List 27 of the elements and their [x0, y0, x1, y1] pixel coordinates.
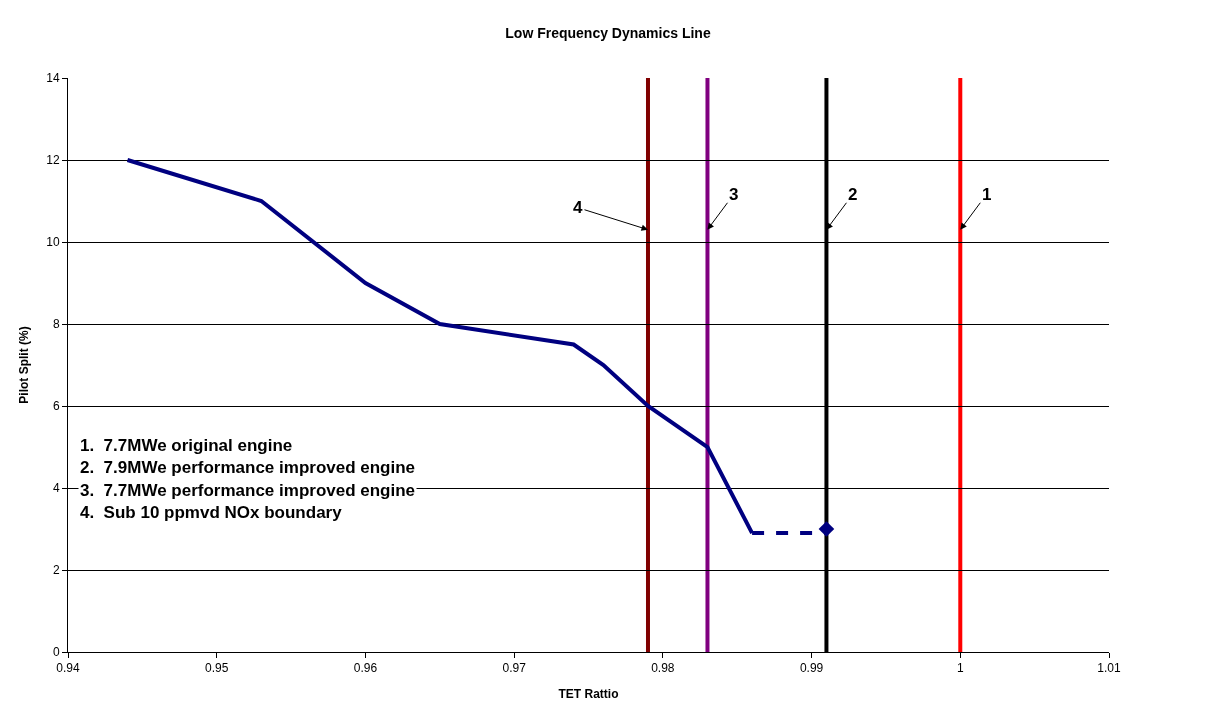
annotation: 3: [729, 185, 739, 204]
y-tick-label: 0: [52, 645, 60, 660]
annotation: 3. 7.7MWe performance improved engine: [80, 481, 416, 500]
x-axis-title: TET Rattio: [558, 687, 619, 702]
y-tick-label: 14: [46, 71, 60, 86]
annotation: 2: [848, 185, 858, 204]
x-tick-label: 1: [956, 661, 964, 676]
x-tick-label: 0.95: [205, 661, 229, 676]
x-tick-label: 0.94: [56, 661, 80, 676]
y-tick-label: 6: [52, 399, 60, 414]
annotation: 1. 7.7MWe original engine: [80, 436, 293, 455]
annotation: 4: [573, 198, 583, 217]
chart-title: Low Frequency Dynamics Line: [505, 25, 711, 42]
x-tick-label: 0.99: [799, 661, 824, 676]
y-tick-label: 2: [52, 563, 60, 578]
y-tick-label: 12: [46, 153, 60, 168]
x-tick-label: 0.96: [353, 661, 378, 676]
x-tick-label: 0.97: [502, 661, 527, 676]
y-axis-title: Pilot Split (%): [16, 326, 31, 404]
y-tick-label: 10: [46, 235, 60, 250]
annotation: 2. 7.9MWe performance improved engine: [80, 458, 416, 477]
annotation: 1: [982, 185, 992, 204]
x-tick-label: 1.01: [1097, 661, 1121, 676]
y-tick-label: 4: [52, 481, 60, 496]
annotation: 4. Sub 10 ppmvd NOx boundary: [80, 503, 343, 522]
x-tick-label: 0.98: [651, 661, 675, 676]
y-tick-label: 8: [52, 317, 60, 332]
